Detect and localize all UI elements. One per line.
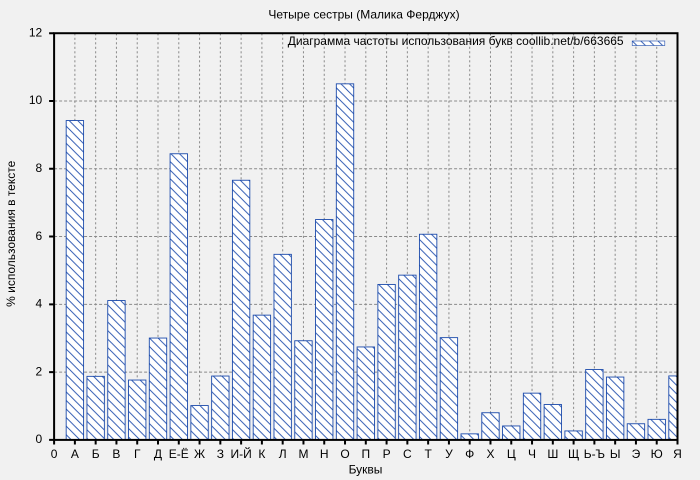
svg-text:Э: Э xyxy=(632,447,641,461)
svg-text:Четыре сестры (Малика Ферджух): Четыре сестры (Малика Ферджух) xyxy=(268,8,459,22)
svg-text:Е-Ё: Е-Ё xyxy=(169,447,189,461)
svg-text:% использования в тексте: % использования в тексте xyxy=(4,160,18,306)
svg-text:В: В xyxy=(112,447,120,461)
svg-text:Д: Д xyxy=(154,447,162,461)
svg-text:0: 0 xyxy=(36,432,43,446)
svg-text:Ы: Ы xyxy=(610,447,621,461)
svg-text:И-Й: И-Й xyxy=(230,446,251,461)
svg-text:Щ: Щ xyxy=(568,447,579,461)
svg-text:0: 0 xyxy=(51,447,58,461)
svg-text:К: К xyxy=(258,447,265,461)
svg-text:Ю: Ю xyxy=(651,447,663,461)
svg-text:Ф: Ф xyxy=(465,447,474,461)
svg-text:Р: Р xyxy=(383,447,391,461)
svg-text:12: 12 xyxy=(29,25,43,39)
svg-text:Ш: Ш xyxy=(547,447,558,461)
svg-text:2: 2 xyxy=(36,364,43,378)
svg-text:Я: Я xyxy=(673,447,682,461)
svg-text:Ж: Ж xyxy=(194,447,205,461)
svg-text:6: 6 xyxy=(36,229,43,243)
svg-text:У: У xyxy=(445,447,453,461)
svg-text:Ц: Ц xyxy=(507,447,516,461)
svg-text:Ч: Ч xyxy=(528,447,536,461)
svg-text:М: М xyxy=(298,447,308,461)
svg-text:8: 8 xyxy=(36,161,43,175)
svg-text:П: П xyxy=(361,447,370,461)
svg-text:4: 4 xyxy=(36,297,43,311)
svg-text:Л: Л xyxy=(279,447,287,461)
svg-text:Ь-Ъ: Ь-Ъ xyxy=(584,447,605,461)
svg-text:Б: Б xyxy=(92,447,100,461)
svg-text:10: 10 xyxy=(29,93,43,107)
svg-text:Буквы: Буквы xyxy=(349,463,383,477)
svg-text:Х: Х xyxy=(486,447,494,461)
svg-text:З: З xyxy=(217,447,224,461)
svg-text:Диаграмма частоты использовани: Диаграмма частоты использования букв coo… xyxy=(288,34,624,48)
svg-text:Т: Т xyxy=(424,447,432,461)
svg-text:Н: Н xyxy=(320,447,329,461)
svg-text:Г: Г xyxy=(134,447,141,461)
svg-text:А: А xyxy=(71,447,79,461)
svg-text:С: С xyxy=(403,447,412,461)
svg-text:О: О xyxy=(340,447,349,461)
